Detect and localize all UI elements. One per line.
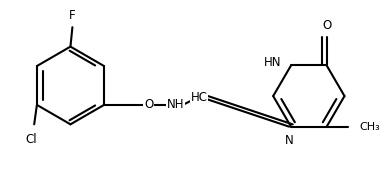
Text: F: F <box>69 9 76 22</box>
Text: HN: HN <box>264 56 281 69</box>
Text: NH: NH <box>167 98 184 111</box>
Text: HC: HC <box>191 91 207 104</box>
Text: CH₃: CH₃ <box>359 122 380 132</box>
Text: O: O <box>322 19 331 32</box>
Text: Cl: Cl <box>25 133 37 146</box>
Text: N: N <box>285 134 293 147</box>
Text: O: O <box>144 98 153 111</box>
